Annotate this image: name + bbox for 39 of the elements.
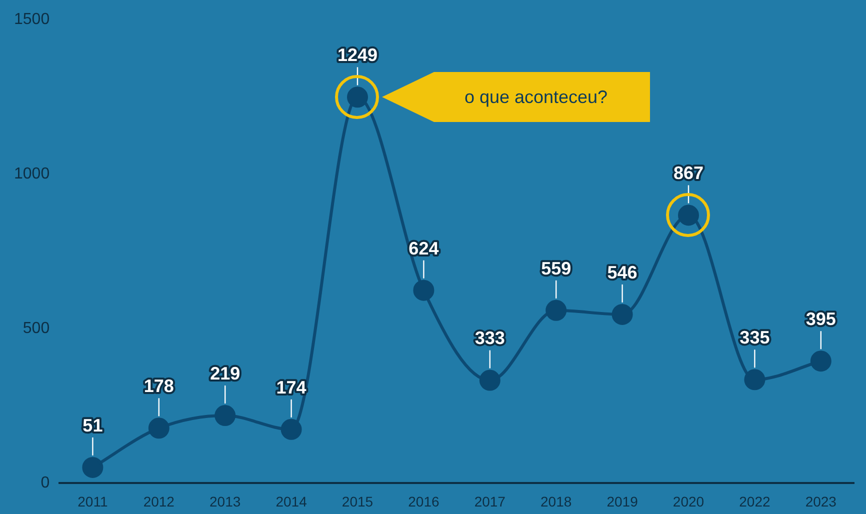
data-label: 178 bbox=[144, 376, 174, 396]
point bbox=[479, 370, 500, 391]
x-tick-label: 2020 bbox=[672, 493, 704, 510]
point bbox=[744, 369, 766, 390]
point bbox=[214, 405, 236, 426]
x-tick-label: 2011 bbox=[78, 493, 108, 510]
data-label: 219 bbox=[210, 363, 240, 384]
point bbox=[546, 300, 567, 321]
y-tick-label: 1000 bbox=[14, 166, 50, 183]
data-label: 624 bbox=[408, 238, 439, 258]
x-tick-label: 2014 bbox=[276, 493, 308, 510]
y-tick-label: 500 bbox=[22, 320, 50, 338]
annotation: o que aconteceu? bbox=[464, 86, 608, 108]
point bbox=[612, 304, 633, 325]
x-tick-label: 2018 bbox=[540, 493, 572, 510]
data-label: 559 bbox=[541, 258, 572, 278]
x-tick-label: 2019 bbox=[606, 493, 638, 510]
data-label: 51 bbox=[82, 415, 103, 436]
point bbox=[148, 418, 170, 439]
data-label: 1249 bbox=[337, 45, 378, 66]
data-label: 335 bbox=[740, 328, 770, 348]
data-label: 174 bbox=[276, 377, 306, 398]
x-tick-label: 2013 bbox=[210, 493, 241, 510]
x-tick-label: 2017 bbox=[474, 493, 506, 510]
data-label: 867 bbox=[673, 163, 704, 184]
data-label: 395 bbox=[806, 309, 836, 330]
point bbox=[810, 350, 832, 372]
x-tick-label: 2023 bbox=[805, 493, 837, 510]
point bbox=[82, 456, 104, 478]
x-tick-label: 2016 bbox=[408, 493, 440, 510]
x-tick-label: 2015 bbox=[342, 493, 374, 510]
data-label: 546 bbox=[607, 262, 638, 282]
point bbox=[413, 280, 434, 301]
x-tick-label: 2012 bbox=[143, 493, 175, 510]
y-tick-label: 1500 bbox=[14, 11, 50, 28]
point bbox=[280, 418, 302, 440]
y-tick-label: 0 bbox=[40, 474, 50, 492]
data-label: 333 bbox=[474, 328, 505, 348]
x-tick-label: 2022 bbox=[739, 493, 770, 510]
